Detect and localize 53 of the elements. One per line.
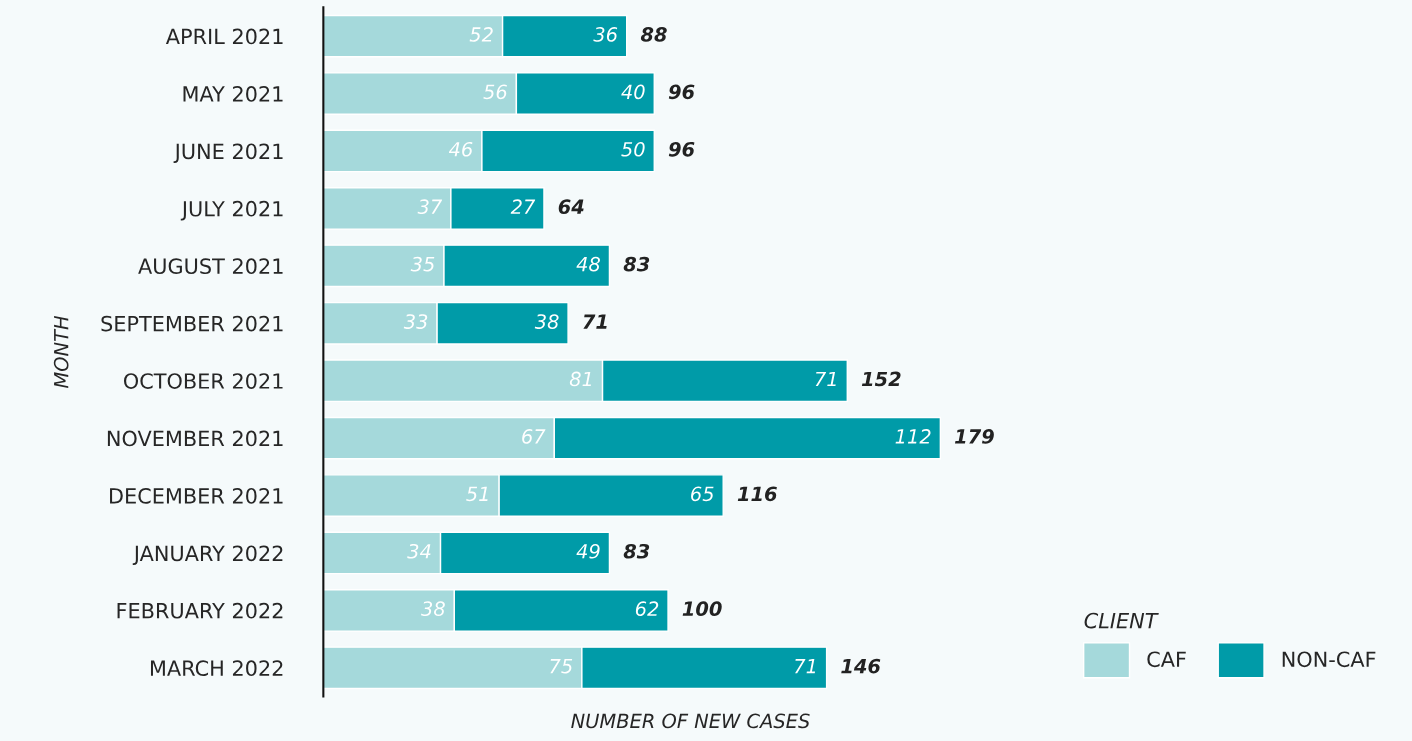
data-label: 27 bbox=[510, 199, 536, 214]
data-label: 37 bbox=[417, 199, 443, 215]
data-label: 40 bbox=[621, 84, 645, 100]
total-label: 116 bbox=[737, 486, 777, 502]
total-label: 179 bbox=[954, 429, 994, 444]
y-tick-label: APRIL 2021 bbox=[165, 28, 283, 45]
total-label: 146 bbox=[841, 658, 881, 674]
y-tick-label: OCTOBER 2021 bbox=[123, 373, 283, 389]
data-label: 38 bbox=[534, 314, 559, 329]
data-label: 49 bbox=[576, 543, 600, 559]
data-label: 75 bbox=[550, 659, 573, 674]
data-label: 65 bbox=[691, 486, 714, 502]
y-tick-label: FEBRUARY 2022 bbox=[117, 602, 283, 619]
y-tick-label: JULY 2021 bbox=[180, 200, 283, 221]
y-tick-label: JUNE 2021 bbox=[173, 143, 283, 164]
legend-label: CAF bbox=[1147, 651, 1186, 668]
y-tick-label: NOVEMBER 2021 bbox=[107, 430, 283, 447]
data-label: 46 bbox=[448, 141, 473, 157]
y-tick-label: MARCH 2022 bbox=[150, 660, 283, 677]
y-tick-label: AUGUST 2021 bbox=[138, 258, 283, 275]
data-label: 56 bbox=[483, 84, 507, 100]
y-axis-title: MONTH bbox=[53, 315, 69, 389]
data-label: 34 bbox=[407, 543, 431, 559]
data-label: 50 bbox=[621, 141, 645, 157]
legend-label: NON-CAF bbox=[1282, 651, 1376, 668]
total-label: 83 bbox=[623, 543, 650, 559]
data-label: 62 bbox=[635, 601, 659, 617]
total-label: 88 bbox=[640, 27, 667, 42]
data-label: 51 bbox=[466, 486, 488, 502]
legend-title: CLIENT bbox=[1084, 612, 1159, 629]
data-label: 71 bbox=[795, 659, 816, 674]
data-label: 33 bbox=[403, 314, 428, 329]
data-label: 67 bbox=[522, 429, 546, 444]
x-axis-title: NUMBER OF NEW CASES bbox=[571, 713, 810, 729]
total-label: 83 bbox=[623, 256, 650, 272]
total-label: 152 bbox=[861, 371, 901, 387]
data-label: 52 bbox=[469, 27, 493, 42]
total-label: 71 bbox=[583, 314, 607, 329]
data-label: 48 bbox=[576, 256, 600, 272]
data-label: 36 bbox=[593, 27, 618, 42]
data-label: 112 bbox=[895, 429, 931, 444]
y-tick-label: SEPTEMBER 2021 bbox=[101, 315, 283, 332]
total-label: 64 bbox=[558, 199, 584, 215]
y-tick-label: MAY 2021 bbox=[183, 86, 283, 102]
total-label: 96 bbox=[668, 141, 695, 157]
y-tick-label: JANUARY 2022 bbox=[132, 545, 283, 566]
data-label: 38 bbox=[421, 601, 445, 617]
data-label: 35 bbox=[410, 256, 435, 272]
data-label: 81 bbox=[569, 371, 591, 387]
total-label: 100 bbox=[682, 601, 722, 617]
total-label: 96 bbox=[668, 84, 695, 100]
data-label: 71 bbox=[815, 371, 836, 387]
y-tick-label: DECEMBER 2021 bbox=[110, 488, 283, 504]
